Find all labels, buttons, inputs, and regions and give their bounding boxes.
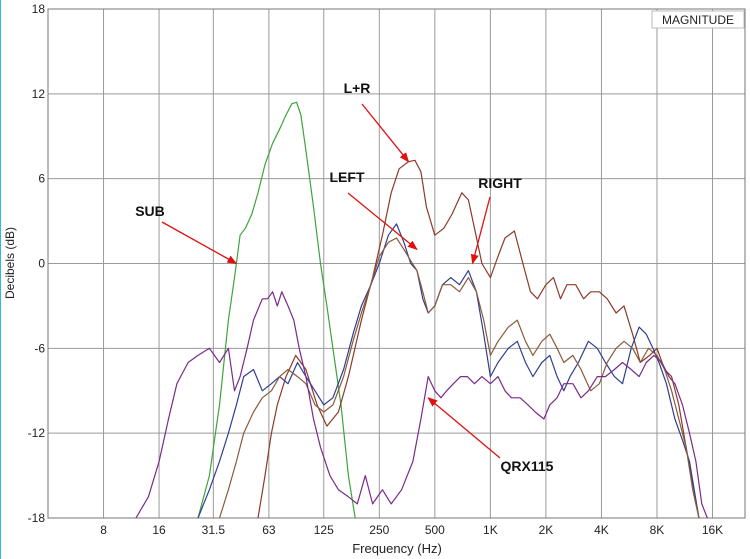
x-tick-label: 8 [100, 523, 107, 537]
corner-label: MAGNITUDE [662, 13, 734, 27]
annotation-arrow-l-r [361, 103, 410, 163]
x-tick-label: 16K [702, 523, 723, 537]
annotation-arrow-right [470, 196, 491, 265]
series-l-r-line [257, 159, 700, 519]
x-tick-label: 16 [152, 523, 166, 537]
series-lines [135, 101, 708, 519]
annotation-label-sub: SUB [135, 203, 165, 219]
x-axis-label: Frequency (Hz) [352, 541, 442, 556]
series-right-line [218, 237, 700, 519]
y-tick-labels: -18 -12 -6 0 6 12 18 [28, 2, 46, 525]
x-tick-label: 31.5 [202, 523, 226, 537]
y-tick-label: 18 [32, 2, 46, 16]
x-tick-label: 125 [314, 523, 334, 537]
annotation-label-qrx115: QRX115 [501, 458, 554, 474]
x-tick-label: 250 [369, 523, 389, 537]
annotation-arrow-left [347, 192, 418, 250]
series-sub-line [197, 101, 356, 519]
x-tick-label: 500 [425, 523, 445, 537]
annotations: L+R LEFT RIGHT SUB QRX115 [135, 80, 553, 474]
x-tick-label: 2K [539, 523, 554, 537]
annotation-arrow-sub [161, 221, 238, 265]
y-tick-label: 6 [38, 172, 45, 186]
x-tick-label: 63 [262, 523, 276, 537]
y-tick-label: 0 [38, 257, 45, 271]
plot-area-border [47, 8, 746, 519]
series-left-line [197, 223, 700, 519]
y-tick-label: -12 [28, 426, 46, 440]
annotation-arrow-qrx115 [427, 397, 501, 459]
annotation-label-l-r: L+R [344, 80, 371, 96]
annotation-label-right: RIGHT [478, 175, 522, 191]
x-tick-label: 1K [483, 523, 498, 537]
y-tick-label: -6 [34, 341, 45, 355]
x-tick-label: 4K [594, 523, 609, 537]
y-axis-label: Decibels (dB) [3, 227, 17, 299]
corner-label-box [651, 10, 745, 29]
y-tick-label: -18 [28, 511, 46, 525]
x-tick-label: 8K [650, 523, 665, 537]
series-qrx115-line [135, 291, 708, 519]
annotation-label-left: LEFT [330, 169, 365, 185]
x-tick-labels: 8 16 31.5 63 125 250 500 1K 2K 4K 8K 16K [100, 523, 723, 537]
y-tick-label: 12 [32, 87, 46, 101]
